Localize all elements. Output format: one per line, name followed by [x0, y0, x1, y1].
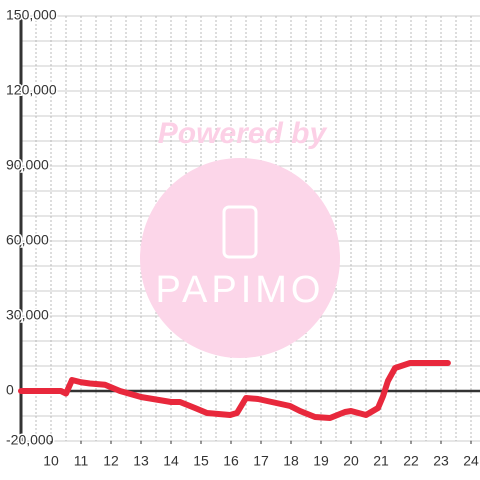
x-tick-label: 24	[463, 453, 479, 469]
x-tick-label: 18	[283, 453, 299, 469]
watermark-icon	[222, 205, 258, 259]
x-tick-label: 19	[313, 453, 329, 469]
y-tick-label: 90,000	[6, 157, 49, 173]
y-tick-label: 150,000	[6, 7, 57, 23]
x-tick-label: 21	[373, 453, 389, 469]
y-tick-label: -20,000	[6, 432, 54, 448]
watermark-title: Powered by	[158, 117, 328, 150]
y-tick-label: 120,000	[6, 82, 57, 98]
y-tick-label: 60,000	[6, 232, 49, 248]
y-tick-label: 30,000	[6, 307, 49, 323]
x-tick-label: 14	[163, 453, 179, 469]
x-tick-label: 16	[223, 453, 239, 469]
y-tick-label: 0	[6, 382, 14, 398]
watermark-brand: PAPIMO	[156, 269, 325, 311]
x-tick-label: 13	[133, 453, 149, 469]
x-tick-label: 11	[74, 453, 89, 469]
x-tick-label: 22	[403, 453, 419, 469]
x-tick-label: 23	[433, 453, 449, 469]
x-tick-label: 17	[253, 453, 269, 469]
x-tick-label: 15	[193, 453, 209, 469]
x-tick-label: 20	[343, 453, 359, 469]
x-tick-label: 10	[43, 453, 59, 469]
data-line	[18, 360, 451, 421]
x-tick-label: 12	[103, 453, 119, 469]
